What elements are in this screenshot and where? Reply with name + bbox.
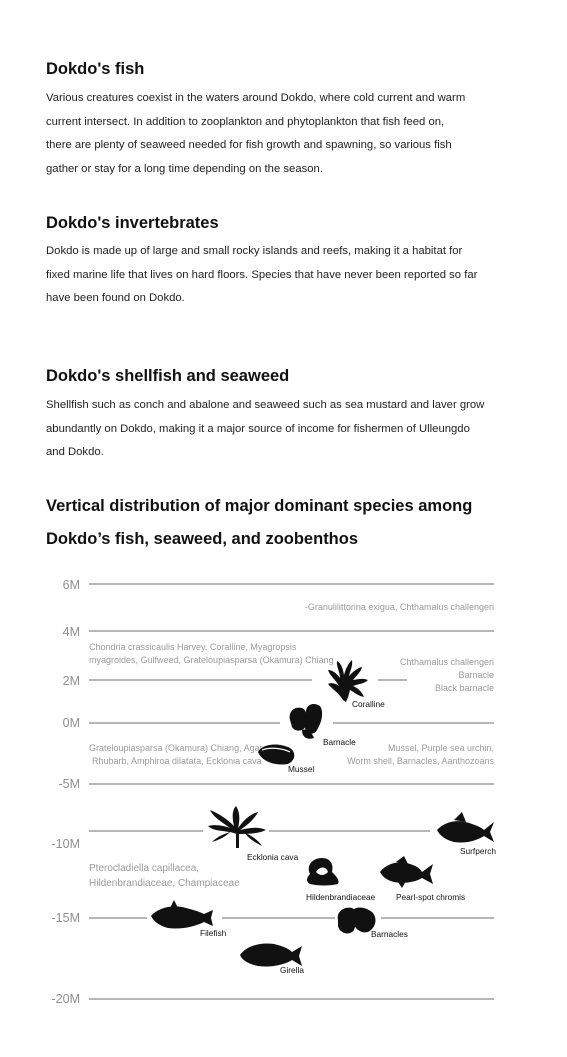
species-label: Barnacles <box>371 929 408 939</box>
section-body-invertebrates: Dokdo is made up of large and small rock… <box>46 240 526 311</box>
depth-label: 4M <box>63 625 80 639</box>
group-note: -Granulilittorina exigua, Chthamalus cha… <box>305 602 494 612</box>
species-label: Barnacle <box>323 737 356 747</box>
body-line: there are plenty of seaweed needed for f… <box>46 139 452 152</box>
body-line: gather or stay for a long time depending… <box>46 162 323 175</box>
body-line: current intersect. In addition to zoopla… <box>46 115 445 128</box>
depth-label: -20M <box>52 992 80 1006</box>
species-label: Coralline <box>352 699 385 709</box>
depth-label: -15M <box>52 911 80 925</box>
group-note: Hildenbrandiaceae, Champiaceae <box>89 878 240 889</box>
section-title-invertebrates: Dokdo's invertebrates <box>46 214 219 232</box>
body-line: and Dokdo. <box>46 446 104 459</box>
filefish-icon <box>151 900 213 929</box>
diagram-title: Vertical distribution of major dominant … <box>46 490 472 556</box>
depth-gridlines <box>89 583 494 1000</box>
depth-label: -10M <box>52 837 80 851</box>
diagram-title-line: Vertical distribution of major dominant … <box>46 497 473 515</box>
depth-label: 2M <box>63 674 80 688</box>
body-line: abundantly on Dokdo, making it a major s… <box>46 422 470 435</box>
girella-icon <box>240 943 302 967</box>
group-note: Grateloupiasparsa (Okamura) Chiang, Agar… <box>89 743 265 753</box>
body-line: Dokdo is made up of large and small rock… <box>46 245 463 257</box>
group-note: Mussel, Purple sea urchin, <box>388 743 494 753</box>
coralline-icon <box>328 660 368 702</box>
section-body-shellfish: Shellfish such as conch and abalone and … <box>46 394 526 465</box>
body-line: have been found on Dokdo. <box>46 292 185 305</box>
depth-label: 6M <box>63 578 80 592</box>
pearl-spot-chromis-icon <box>380 856 433 888</box>
section-body-fish: Various creatures coexist in the waters … <box>46 87 526 181</box>
group-note: Chondria crassicaulis Harvey, Coralline,… <box>89 642 297 652</box>
species-label: Filefish <box>200 928 227 938</box>
species-label: Ecklonia cava <box>247 852 299 862</box>
barnacles-icon <box>337 907 376 934</box>
barnacle-icon <box>289 704 323 739</box>
group-note: myagroides, Gulfweed, Grateloupiasparsa … <box>89 655 334 665</box>
species-label: Girella <box>280 965 304 975</box>
species-label: Hildenbrandiaceae <box>306 892 376 902</box>
depth-distribution-diagram: 6M 4M 2M 0M -5M -10M -15M -20M -Granulil… <box>52 578 497 1006</box>
group-note: Pterocladiella capillacea, <box>89 863 199 874</box>
ecklonia-cava-icon <box>208 806 266 848</box>
group-note: Rhubarb, Amphiroa dilatata, Ecklonia cav… <box>92 756 262 766</box>
group-note: Barnacle <box>458 670 494 680</box>
body-line: fixed marine life that lives on hard flo… <box>46 268 478 281</box>
group-note: Chthamalus challengeri <box>400 657 494 667</box>
section-title-fish: Dokdo's fish <box>46 60 145 78</box>
surfperch-icon <box>437 812 494 843</box>
body-line: Shellfish such as conch and abalone and … <box>46 399 485 411</box>
depth-label: 0M <box>63 716 80 730</box>
hildenbrandiaceae-icon <box>307 858 339 886</box>
section-title-shellfish: Dokdo's shellfish and seaweed <box>46 367 290 385</box>
depth-label: -5M <box>58 777 80 791</box>
diagram-title-line: Dokdo’s fish, seaweed, and zoobenthos <box>46 530 359 548</box>
species-label: Pearl-spot chromis <box>396 892 465 902</box>
species-label: Mussel <box>288 764 314 774</box>
group-note: Black barnacle <box>435 683 494 693</box>
species-label: Surfperch <box>460 846 496 856</box>
mussel-icon <box>258 744 295 765</box>
group-note: Worm shell, Barnacles, Aanthozoans <box>347 756 494 766</box>
body-line: Various creatures coexist in the waters … <box>46 92 466 104</box>
